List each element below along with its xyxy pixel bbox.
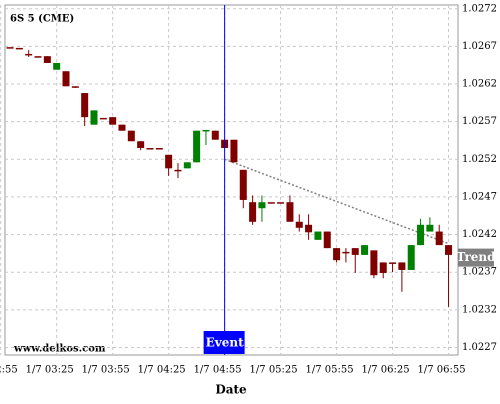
candle-body [174,169,182,172]
candle-body [183,162,191,169]
x-tick-label: 1/7 02:55 [0,365,18,376]
candle-body [426,224,434,232]
y-tick-label: 1.0247 [462,191,497,202]
candle-body [71,86,79,88]
candle-body [211,130,219,140]
candle-body [435,231,443,246]
y-tick-label: 1.0227 [462,342,497,353]
y-tick-label: 1.0272 [462,3,497,14]
y-tick-label: 1.0257 [462,116,497,127]
candle-body [286,202,294,222]
candle-body [90,110,98,125]
y-tick-label: 1.0262 [462,79,497,90]
candle-body [351,248,359,255]
candle-body [53,62,61,70]
candle-body [342,251,350,254]
x-tick-label: 1/7 05:55 [306,365,354,376]
candle-body [81,93,89,118]
watermark: www.delkos.com [13,344,106,355]
trend-box [458,248,494,267]
candle-body [445,245,453,255]
y-tick-label: 1.0242 [462,229,497,240]
x-tick-label: 1/7 04:25 [138,365,186,376]
x-tick-label: 1/7 05:25 [250,365,298,376]
candle-body [417,224,425,246]
candle-body [239,169,247,200]
chart-title: 6S 5 (CME) [10,14,74,25]
y-tick-label: 1.0252 [462,154,497,165]
candle-body [407,245,415,270]
x-tick-label: 1/7 03:55 [82,365,130,376]
candle-body [305,224,313,233]
candle-body [137,141,145,149]
candle-body [314,231,322,240]
x-tick-label: 1/7 03:25 [26,365,74,376]
candle-body [267,202,275,204]
candle-body [34,56,42,58]
candle-body [62,71,70,87]
candle-body [146,148,154,150]
candle-body [43,56,51,63]
x-tick-label: 1/7 06:25 [362,365,410,376]
trend-label: Trend [456,250,496,264]
y-tick-label: 1.0237 [462,267,497,278]
trend-line [224,158,449,245]
y-tick-label: 1.0232 [462,304,497,315]
candle-body [398,262,406,270]
candle-body [99,117,107,120]
candle-body [155,148,163,150]
candle-body [361,245,369,255]
candle-body [249,202,257,222]
candle-body [258,202,266,209]
candle-body [15,47,23,50]
candle-body [127,130,135,142]
plot-frame [4,4,459,356]
x-tick-label: 1/7 06:55 [417,365,465,376]
x-axis-title: Date [215,383,247,397]
event-label: Event [206,336,244,350]
candle-body [202,129,210,132]
candle-body [277,202,285,204]
candle-body [6,47,14,49]
candle-body [25,53,33,56]
candle-body [193,130,201,163]
candle-body [230,139,238,163]
candle-body [323,231,331,249]
y-tick-label: 1.0267 [462,41,497,52]
candle-body [379,262,387,273]
candle-body [333,248,341,261]
candle-body [118,124,126,131]
candle-body [295,221,303,228]
x-tick-label: 1/7 04:55 [194,365,242,376]
candle-body [370,250,378,276]
candle-body [389,262,397,264]
event-box [203,331,245,354]
candle-body [165,154,173,169]
candle-body [109,117,117,125]
